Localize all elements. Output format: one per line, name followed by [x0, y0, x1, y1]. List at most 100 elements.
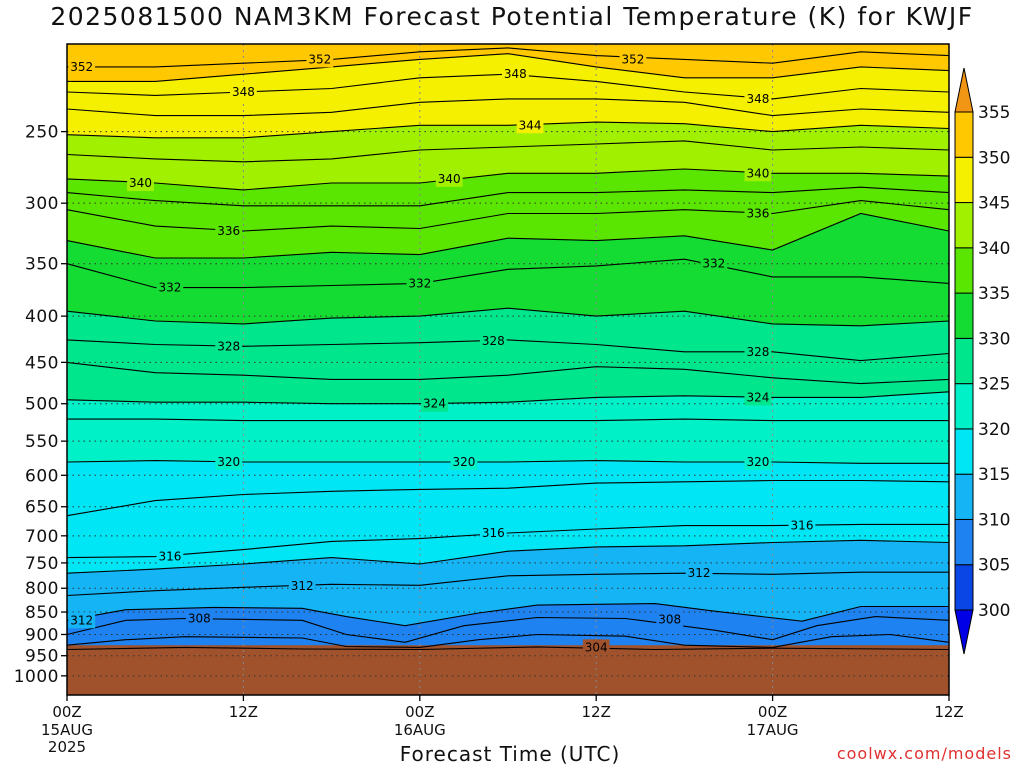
contour-label: 312: [70, 613, 93, 627]
chart-title: 2025081500 NAM3KM Forecast Potential Tem…: [50, 2, 974, 31]
x-tick-label: 12Z: [934, 703, 963, 721]
colorbar-label: 340: [978, 239, 1010, 259]
contour-318: [66, 479, 950, 517]
contour-312: [66, 571, 949, 597]
plot-frame: [66, 43, 950, 696]
contour-346: [66, 98, 950, 117]
contour-label-bg: [582, 639, 610, 656]
contour-lines: [66, 47, 950, 651]
colorbar-label: 355: [978, 103, 1010, 123]
colorbar-label: 325: [978, 375, 1010, 395]
x-tick-label: 00Z: [758, 703, 787, 721]
contour-label: 324: [746, 390, 769, 404]
ground-mask: [67, 645, 949, 695]
contour-label: 308: [188, 611, 211, 625]
contour-label-bg: [479, 525, 507, 542]
contour-label-bg: [744, 343, 772, 360]
contour-330: [66, 307, 950, 327]
contour-328: [66, 339, 950, 362]
contour-label: 332: [702, 257, 725, 271]
contour-label-bg: [156, 548, 184, 565]
contour-label: 336: [217, 224, 240, 238]
y-tick-label: 800: [25, 579, 59, 599]
ground-rect: [67, 645, 949, 695]
contour-label-bg: [788, 517, 816, 534]
contour-334: [66, 212, 950, 259]
x-tick-label: 00Z: [52, 703, 81, 721]
x-tick-label: 12Z: [582, 703, 611, 721]
y-tick-label: 700: [25, 527, 59, 547]
colorbar-swatch-305: [954, 518, 974, 566]
contour-label: 332: [408, 276, 431, 290]
contour-label: 348: [232, 85, 255, 99]
grid-lines: [67, 44, 949, 695]
contour-label-bg: [479, 332, 507, 349]
contour-label: 312: [291, 579, 314, 593]
contour-326: [66, 361, 950, 385]
contour-label: 316: [791, 519, 814, 533]
contour-label-bg: [215, 338, 243, 355]
y-tick-label: 900: [25, 625, 59, 645]
y-tick-label: 600: [25, 466, 59, 486]
colorbar-label: 330: [978, 329, 1010, 349]
contour-label: 352: [308, 52, 331, 66]
contour-label-bg: [156, 279, 184, 296]
x-tick-date: 16AUG: [394, 721, 446, 739]
y-tick-label: 500: [25, 395, 59, 415]
y-tick-label: 350: [25, 255, 59, 275]
contour-label: 316: [158, 550, 181, 564]
contour-label-bg: [288, 577, 316, 594]
y-tick-label: 950: [25, 647, 59, 667]
colorbar-swatch-330: [954, 292, 974, 339]
colorbar-label: 315: [978, 465, 1010, 485]
contour-label: 328: [217, 339, 240, 353]
colorbar-label: 305: [978, 556, 1010, 576]
x-tick-date: 17AUG: [747, 721, 799, 739]
contour-350: [67, 53, 950, 82]
contour-label: 344: [519, 118, 542, 132]
contour-label: 316: [482, 526, 505, 540]
contour-320: [66, 460, 949, 464]
y-tick-label: 850: [25, 603, 59, 623]
contour-label: 348: [504, 67, 527, 81]
colorbar: 300 305 310 315 320 325 330 335 340 345 350 355: [954, 67, 1010, 655]
contour-label-bg: [685, 565, 713, 582]
contour-label: 340: [129, 176, 152, 190]
contour-label: 328: [482, 334, 505, 348]
contour-label-bg: [450, 453, 478, 470]
contour-label: 308: [658, 612, 681, 626]
contour-336: [66, 200, 950, 232]
contour-306: [66, 633, 950, 648]
contour-332: [66, 258, 950, 289]
contour-342: [66, 140, 950, 163]
contour-label: 352: [621, 52, 644, 66]
colorbar-label: 350: [978, 148, 1010, 168]
contour-340: [66, 168, 950, 191]
contour-310: [66, 603, 949, 627]
contour-label-bg: [435, 170, 463, 187]
contour-label-bg: [501, 66, 529, 83]
colorbar-swatch-345: [954, 156, 974, 204]
contour-label-bg: [68, 612, 96, 629]
contour-label: 320: [217, 455, 240, 469]
y-tick-label: 250: [25, 123, 59, 143]
y-tick-label: 650: [25, 498, 59, 518]
colorbar-label: 345: [978, 194, 1010, 214]
y-tick-label: 450: [25, 353, 59, 373]
colorbar-bottom-arrow: [954, 609, 974, 655]
contour-labels: 352 352 352 348 348 348 344 340 340 340 336 336 332 3…: [68, 51, 816, 656]
contour-322: [67, 418, 949, 422]
contour-label-bg: [744, 453, 772, 470]
y-tick-label: 550: [25, 432, 59, 452]
colorbar-top-arrow: [954, 67, 974, 113]
contour-338: [66, 186, 950, 207]
contour-label-bg: [230, 83, 257, 100]
colorbar-swatch-335: [954, 247, 974, 294]
colorbar-swatch-315: [954, 428, 974, 475]
contour-label-bg: [744, 165, 772, 182]
credit-link[interactable]: coolwx.com/models: [836, 744, 1012, 763]
contour-324: [66, 391, 950, 405]
contour-label-bg: [656, 611, 684, 628]
